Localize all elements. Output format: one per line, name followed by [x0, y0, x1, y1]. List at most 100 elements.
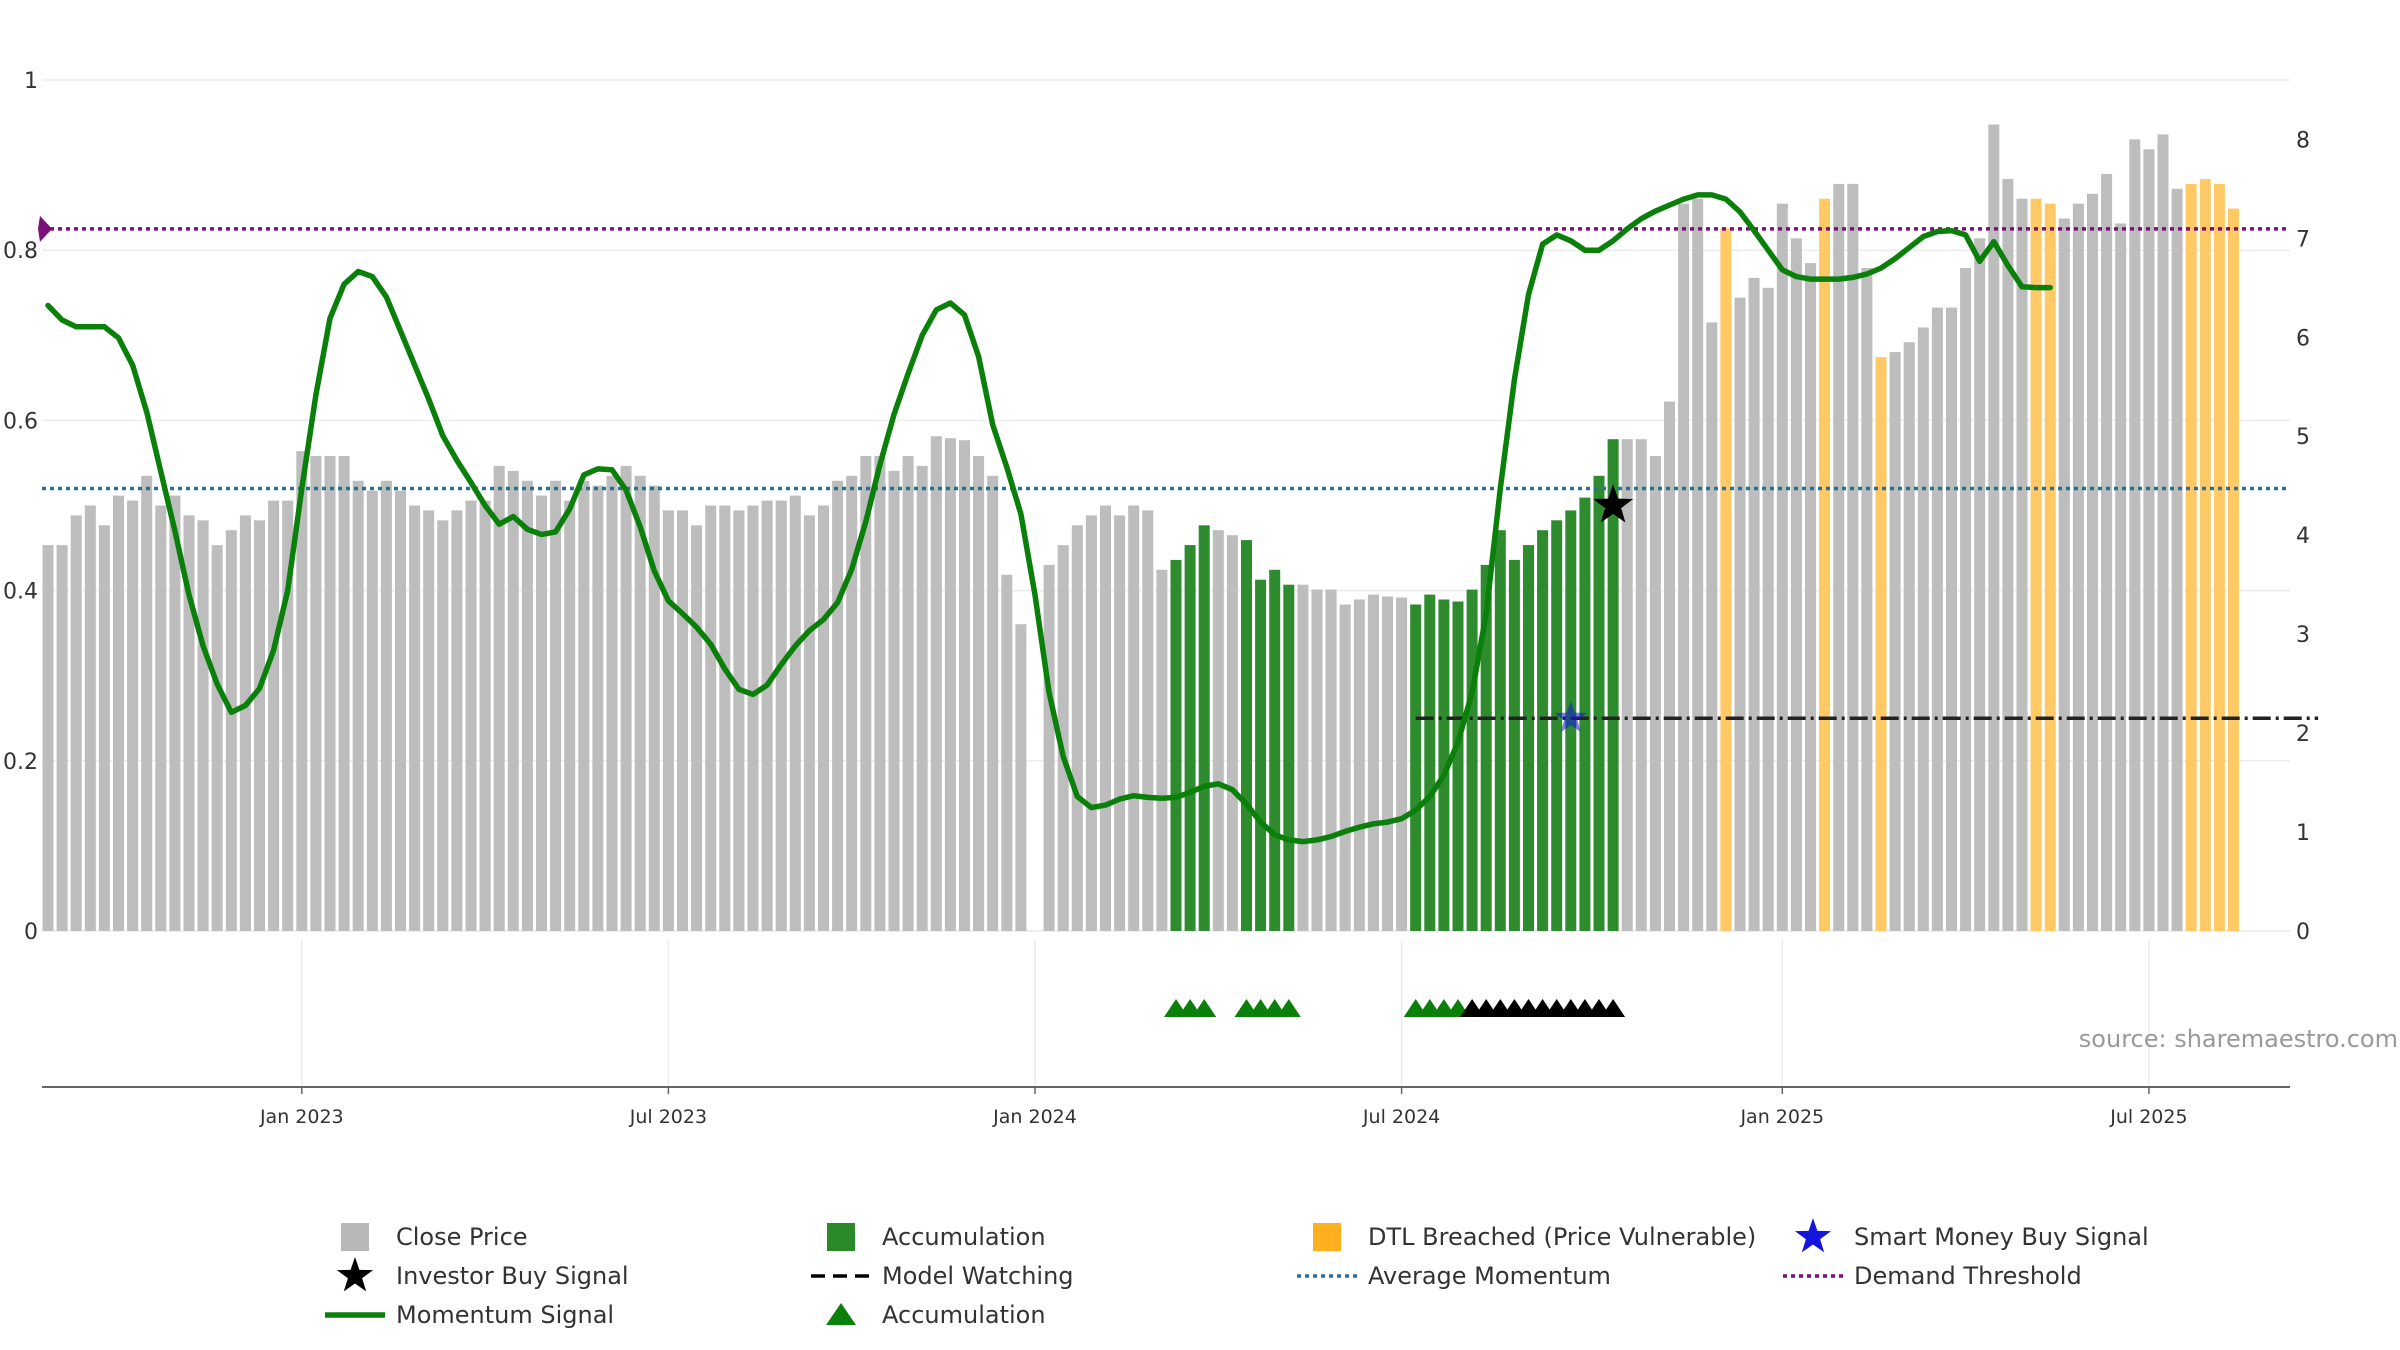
- right-axis-tick: 4: [2296, 524, 2310, 549]
- legend-smart-money-buy-signal-star-icon: [1794, 1218, 1832, 1253]
- close-price-bar: [1015, 624, 1027, 931]
- close-price-bar: [211, 545, 223, 931]
- price-bars: [42, 124, 2239, 932]
- close-price-bar: [493, 465, 505, 931]
- dtl-breached-bar: [2213, 183, 2225, 931]
- close-price-bar: [1678, 203, 1690, 931]
- x-axis-tick: Jul 2025: [2109, 1106, 2187, 1128]
- close-price-bar: [634, 475, 646, 931]
- legend-label: DTL Breached (Price Vulnerable): [1368, 1223, 1756, 1251]
- close-price-bar: [282, 500, 294, 931]
- close-price-bar: [479, 500, 491, 931]
- close-price-bar: [1664, 401, 1675, 932]
- close-price-bar: [1692, 198, 1704, 931]
- legend-item: Momentum Signal: [325, 1301, 614, 1329]
- left-axis-tick: 0.6: [3, 409, 38, 434]
- axes: 0 0.2 0.4 0.6 0.8 1 0 1 2 3 4 5 6 7 8 Jan 2023 Jul 2023 J…: [3, 69, 2310, 1128]
- legend-item: Close Price: [341, 1223, 528, 1251]
- accumulation-marker-black: [1601, 999, 1626, 1017]
- momentum-signal-line: [45, 192, 2053, 845]
- close-price-bar: [705, 505, 717, 931]
- legend-accumulation-triangle-icon: [826, 1303, 856, 1325]
- close-price-bar: [2002, 179, 2014, 931]
- close-price-bar: [1805, 263, 1816, 932]
- close-price-bar: [1071, 525, 1083, 931]
- legend-item: Average Momentum: [1297, 1262, 1611, 1290]
- close-price-bar: [1960, 268, 1972, 931]
- close-price-bar: [761, 500, 773, 931]
- close-price-bar: [521, 480, 533, 931]
- close-price-bar: [959, 440, 970, 931]
- signal-markers: [1164, 484, 1634, 1017]
- legend-accumulation-square-icon: [827, 1223, 855, 1251]
- accumulation-bar: [1466, 589, 1478, 931]
- close-price-bar: [2129, 139, 2141, 931]
- legend-label: Investor Buy Signal: [396, 1262, 629, 1290]
- close-price-bar: [507, 470, 519, 931]
- legend-close-price-square-icon: [341, 1223, 369, 1251]
- close-price-bar: [254, 520, 265, 931]
- legend-item: Model Watching: [811, 1262, 1074, 1290]
- accumulation-bar: [1480, 564, 1492, 931]
- close-price-bar: [1974, 238, 1986, 932]
- close-price-bar: [70, 515, 82, 931]
- close-price-bar: [155, 505, 167, 931]
- close-price-bar: [564, 500, 576, 931]
- close-price-bar: [310, 456, 322, 931]
- legend-label: Accumulation: [882, 1223, 1046, 1251]
- legend-label: Close Price: [396, 1223, 528, 1251]
- close-price-bar: [1396, 597, 1408, 931]
- close-price-bar: [324, 456, 336, 931]
- close-price-bar: [775, 500, 787, 931]
- close-price-bar: [437, 520, 449, 931]
- close-price-bar: [1156, 569, 1168, 931]
- close-price-bar: [2115, 223, 2127, 931]
- accumulation-bar: [1537, 530, 1549, 931]
- accumulation-bar: [1452, 601, 1464, 931]
- close-price-bar: [113, 495, 124, 931]
- close-price-bar: [677, 510, 688, 931]
- close-price-bar: [1311, 589, 1323, 931]
- close-price-bar: [550, 480, 562, 931]
- dtl-breached-bar: [1720, 228, 1732, 931]
- close-price-bar: [197, 520, 209, 931]
- close-price-bar: [1114, 515, 1126, 931]
- accumulation-marker-green: [1192, 999, 1217, 1017]
- smart-money-buy-signal-star: [1554, 701, 1587, 732]
- close-price-bar: [733, 510, 745, 931]
- right-axis-tick: 5: [2296, 425, 2310, 450]
- close-price-bar: [747, 505, 759, 931]
- close-price-bar: [1635, 439, 1647, 931]
- close-price-bar: [1889, 352, 1901, 932]
- close-price-bar: [1621, 439, 1633, 931]
- legend-label: Model Watching: [882, 1262, 1074, 1290]
- close-price-bar: [423, 510, 435, 931]
- x-axis-tick: Jan 2025: [1739, 1106, 1824, 1128]
- close-price-bar: [1748, 277, 1760, 931]
- close-price-bar: [1212, 530, 1224, 931]
- right-axis-tick: 8: [2296, 128, 2310, 153]
- legend-label: Accumulation: [882, 1301, 1046, 1329]
- legend-label: Smart Money Buy Signal: [1854, 1223, 2149, 1251]
- close-price-bar: [127, 500, 139, 931]
- accumulation-bar: [1438, 599, 1450, 931]
- close-price-bar: [1790, 238, 1802, 932]
- close-price-bar: [2157, 134, 2169, 931]
- accumulation-bar: [1170, 559, 1182, 931]
- close-price-bar: [803, 515, 815, 931]
- close-price-bar: [169, 495, 181, 931]
- source-label: source: sharemaestro.com: [2079, 1025, 2398, 1053]
- close-price-bar: [2016, 198, 2028, 931]
- demand-threshold-marker: [38, 215, 52, 242]
- close-price-bar: [916, 465, 928, 931]
- close-price-bar: [380, 480, 392, 931]
- accumulation-marker-green: [1276, 999, 1301, 1017]
- close-price-bar: [1353, 599, 1365, 931]
- close-price-bar: [662, 510, 674, 931]
- x-axis-tick: Jul 2023: [629, 1106, 707, 1128]
- accumulation-bar: [1269, 569, 1281, 931]
- close-price-bar: [789, 495, 801, 931]
- close-price-bar: [1226, 535, 1238, 931]
- close-price-bar: [902, 456, 914, 931]
- close-price-bar: [592, 485, 604, 931]
